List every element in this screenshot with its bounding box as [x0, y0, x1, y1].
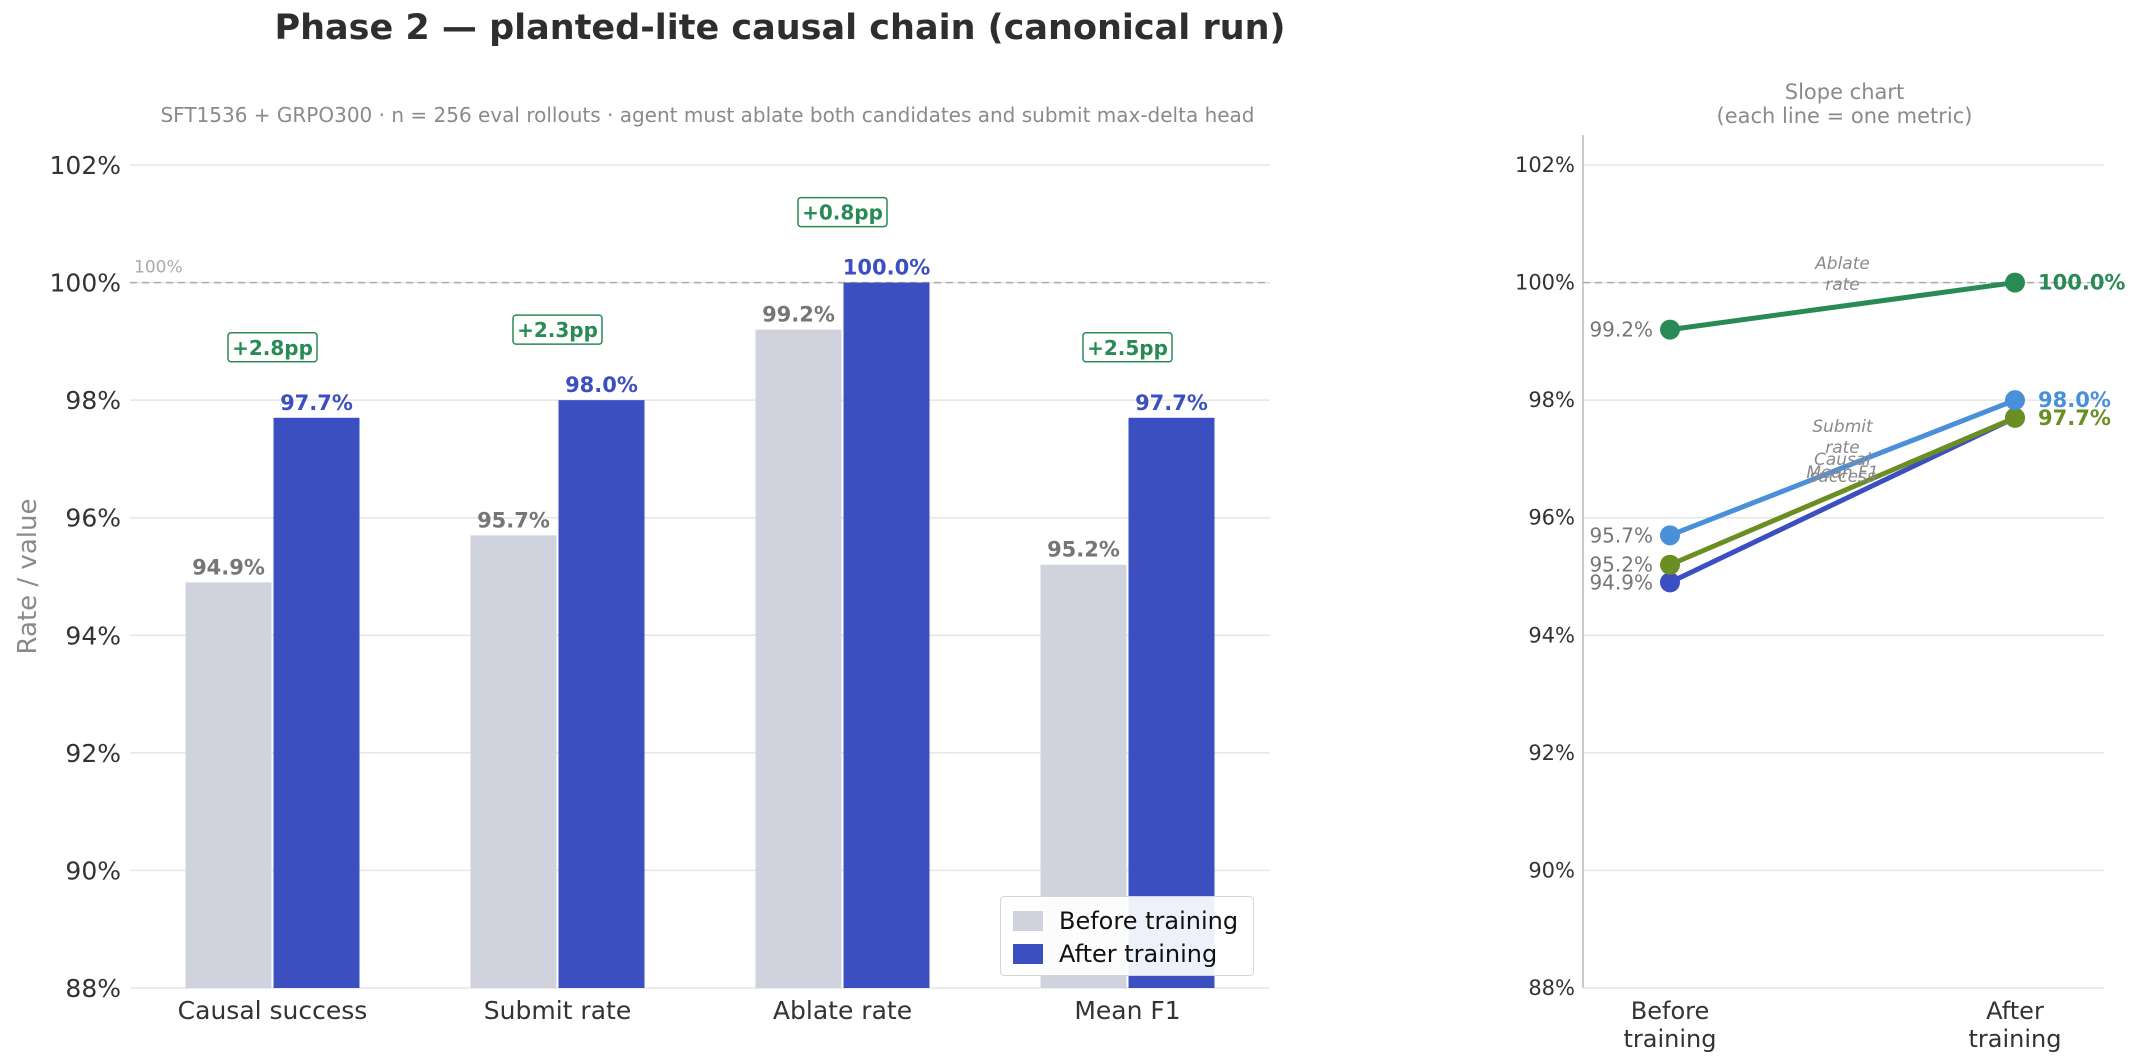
- bar-after-value-label: 97.7%: [1135, 391, 1208, 415]
- slope-series-name-line-1: Mean F1: [1806, 463, 1878, 483]
- bar-after: [558, 400, 645, 989]
- bar-after: [273, 417, 360, 988]
- legend-swatch-after: [1013, 944, 1043, 964]
- x-category-label: Ablate rate: [773, 996, 912, 1025]
- reference-line-label: 100%: [134, 258, 183, 278]
- slope-end-value-label: 100.0%: [2038, 271, 2125, 295]
- slope-title-line-1: Slope chart: [1784, 80, 1905, 104]
- y-tick-label: 88%: [65, 974, 121, 1003]
- legend-swatch-before: [1013, 911, 1043, 931]
- slope-point-after: [2005, 272, 2025, 293]
- slope-point-before: [1660, 525, 1680, 546]
- y-tick-label: 90%: [65, 856, 121, 885]
- slope-point-after: [2005, 390, 2025, 411]
- bar-after: [843, 282, 930, 989]
- slope-series-name-line-2: rate: [1825, 438, 1860, 458]
- slope-series-name-line-1: Ablate: [1814, 254, 1870, 274]
- slope-start-value-label: 95.2%: [1589, 553, 1653, 577]
- y-tick-label: 92%: [65, 739, 121, 768]
- delta-badge-label: +2.3pp: [517, 318, 598, 342]
- slope-y-tick-label: 102%: [1515, 153, 1575, 177]
- delta-badge: [1082, 332, 1173, 363]
- bar-before: [470, 535, 557, 988]
- bar-before: [185, 582, 272, 988]
- y-tick-label: 94%: [65, 621, 121, 650]
- slope-series-name-line-2: rate: [1825, 275, 1860, 295]
- slope-y-tick-label: 88%: [1528, 976, 1575, 1000]
- slope-series-name-line-1: Causal: [1814, 450, 1871, 470]
- legend-label-after: After training: [1059, 940, 1218, 968]
- slope-title-line-2: (each line = one metric): [1716, 104, 1973, 128]
- slope-y-tick-label: 100%: [1515, 271, 1575, 295]
- slope-series-name-line-2: success: [1809, 467, 1876, 487]
- slope-chart: 88%90%92%94%96%98%100%102%Beforetraining…: [1515, 135, 2125, 1053]
- slope-line: [1667, 415, 2018, 568]
- bar-chart: 88% 90% 92% 94% 96% 98% 100% 102% Rate / value 10…: [13, 151, 1270, 1025]
- slope-start-value-label: 99.2%: [1589, 318, 1653, 342]
- bar-after-value-label: 98.0%: [565, 373, 638, 397]
- slope-line: [1667, 280, 2018, 333]
- legend-item-after: After training: [1013, 939, 1217, 969]
- legend-item-before: Before training: [1013, 906, 1238, 936]
- slope-point-before: [1660, 554, 1680, 575]
- y-tick-label: 96%: [65, 504, 121, 533]
- y-axis-label: Rate / value: [13, 499, 43, 655]
- x-category-label: Mean F1: [1074, 996, 1180, 1025]
- slope-y-tick-label: 90%: [1528, 858, 1575, 882]
- delta-badge: [797, 196, 888, 228]
- slope-chart-title: Slope chart (each line = one metric): [1583, 80, 2106, 128]
- slope-series-name-line-1: Submit: [1812, 417, 1874, 437]
- delta-badge-label: +2.8pp: [232, 336, 313, 360]
- slope-y-tick-label: 98%: [1528, 388, 1575, 412]
- bar-before-value-label: 99.2%: [762, 303, 835, 327]
- chart-subtitle: SFT1536 + GRPO300 · n = 256 eval rollout…: [160, 103, 1255, 127]
- legend-label-before: Before training: [1059, 907, 1239, 935]
- slope-y-tick-label: 96%: [1528, 506, 1575, 530]
- slope-point-after: [2005, 407, 2025, 428]
- slope-point-before: [1660, 319, 1680, 340]
- slope-x-label-line-2: training: [1624, 1025, 1717, 1053]
- delta-badge: [512, 314, 603, 345]
- slope-line: [1667, 415, 2018, 585]
- bar-before-value-label: 95.2%: [1047, 538, 1120, 562]
- bar-before-value-label: 94.9%: [192, 555, 265, 579]
- slope-x-label-line-1: After: [1986, 997, 2044, 1025]
- slope-y-tick-label: 92%: [1528, 741, 1575, 765]
- slope-start-value-label: 95.7%: [1589, 523, 1653, 547]
- slope-start-value-label: 94.9%: [1589, 570, 1653, 594]
- legend: Before training After training: [1000, 896, 1254, 976]
- y-tick-label: 98%: [65, 386, 121, 415]
- x-category-label: Submit rate: [484, 996, 631, 1025]
- slope-x-label-line-1: Before: [1631, 997, 1709, 1025]
- x-category-label: Causal success: [178, 996, 368, 1025]
- slope-y-tick-label: 94%: [1528, 623, 1575, 647]
- slope-x-label-line-2: training: [1969, 1025, 2062, 1053]
- bar-before-value-label: 95.7%: [477, 508, 550, 532]
- chart-title: Phase 2 — planted-lite causal chain (can…: [274, 8, 1286, 48]
- bar-after-value-label: 100.0%: [843, 256, 930, 280]
- bar-before: [755, 329, 842, 989]
- bar-after-value-label: 97.7%: [280, 391, 353, 415]
- y-tick-label: 100%: [50, 269, 121, 298]
- delta-badge-label: +2.5pp: [1087, 336, 1168, 360]
- bar-after: [1128, 417, 1215, 988]
- y-tick-label: 102%: [50, 151, 121, 180]
- slope-point-before: [1660, 572, 1680, 593]
- delta-badge: [227, 332, 318, 363]
- slope-end-value-label: 98.0%: [2038, 388, 2111, 412]
- slope-end-value-label: 97.7%: [2038, 406, 2111, 430]
- delta-badge-label: +0.8pp: [802, 201, 883, 225]
- slope-line: [1667, 397, 2018, 538]
